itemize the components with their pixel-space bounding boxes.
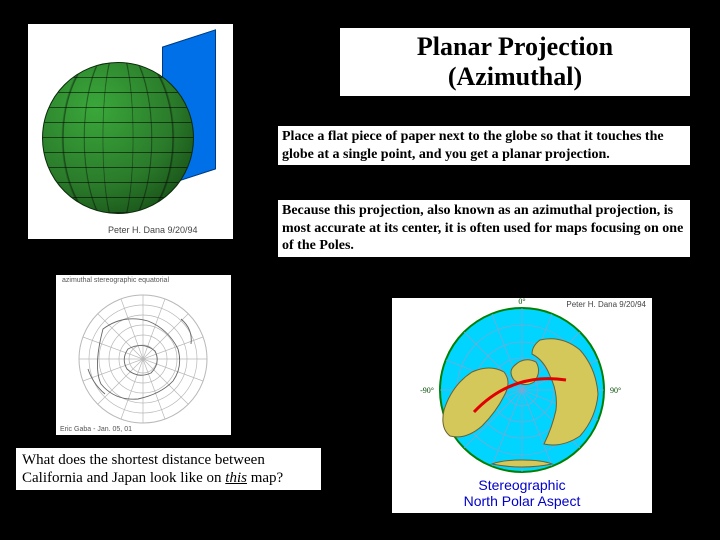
paragraph-1: Place a flat piece of paper next to the … (278, 126, 690, 165)
stereo-svg: 0° 90° -90° (392, 298, 652, 478)
stereographic-map: Peter H. Dana 9/20/94 (392, 298, 652, 513)
stereo-label: Stereographic North Polar Aspect (392, 477, 652, 509)
globe-sphere (42, 62, 194, 214)
polar-credit: Eric Gaba - Jan. 05, 01 (60, 426, 132, 433)
slide-title: Planar Projection (Azimuthal) (340, 28, 690, 96)
globe-credit: Peter H. Dana 9/20/94 (108, 225, 198, 235)
polar-title: azimuthal stereographic equatorial (62, 277, 169, 284)
stereo-label-1: Stereographic (478, 477, 565, 493)
globe-illustration: Peter H. Dana 9/20/94 (28, 24, 233, 239)
svg-text:0°: 0° (518, 298, 525, 306)
question-text: What does the shortest distance between … (16, 448, 321, 490)
polar-map: azimuthal stereographic equatorial (56, 275, 231, 435)
question-emph: this (225, 470, 247, 486)
paragraph-2: Because this projection, also known as a… (278, 200, 690, 257)
stereo-label-2: North Polar Aspect (464, 493, 581, 509)
polar-grid (66, 287, 221, 427)
svg-text:-90°: -90° (420, 386, 434, 395)
svg-text:90°: 90° (610, 386, 621, 395)
question-post: map? (247, 470, 283, 486)
